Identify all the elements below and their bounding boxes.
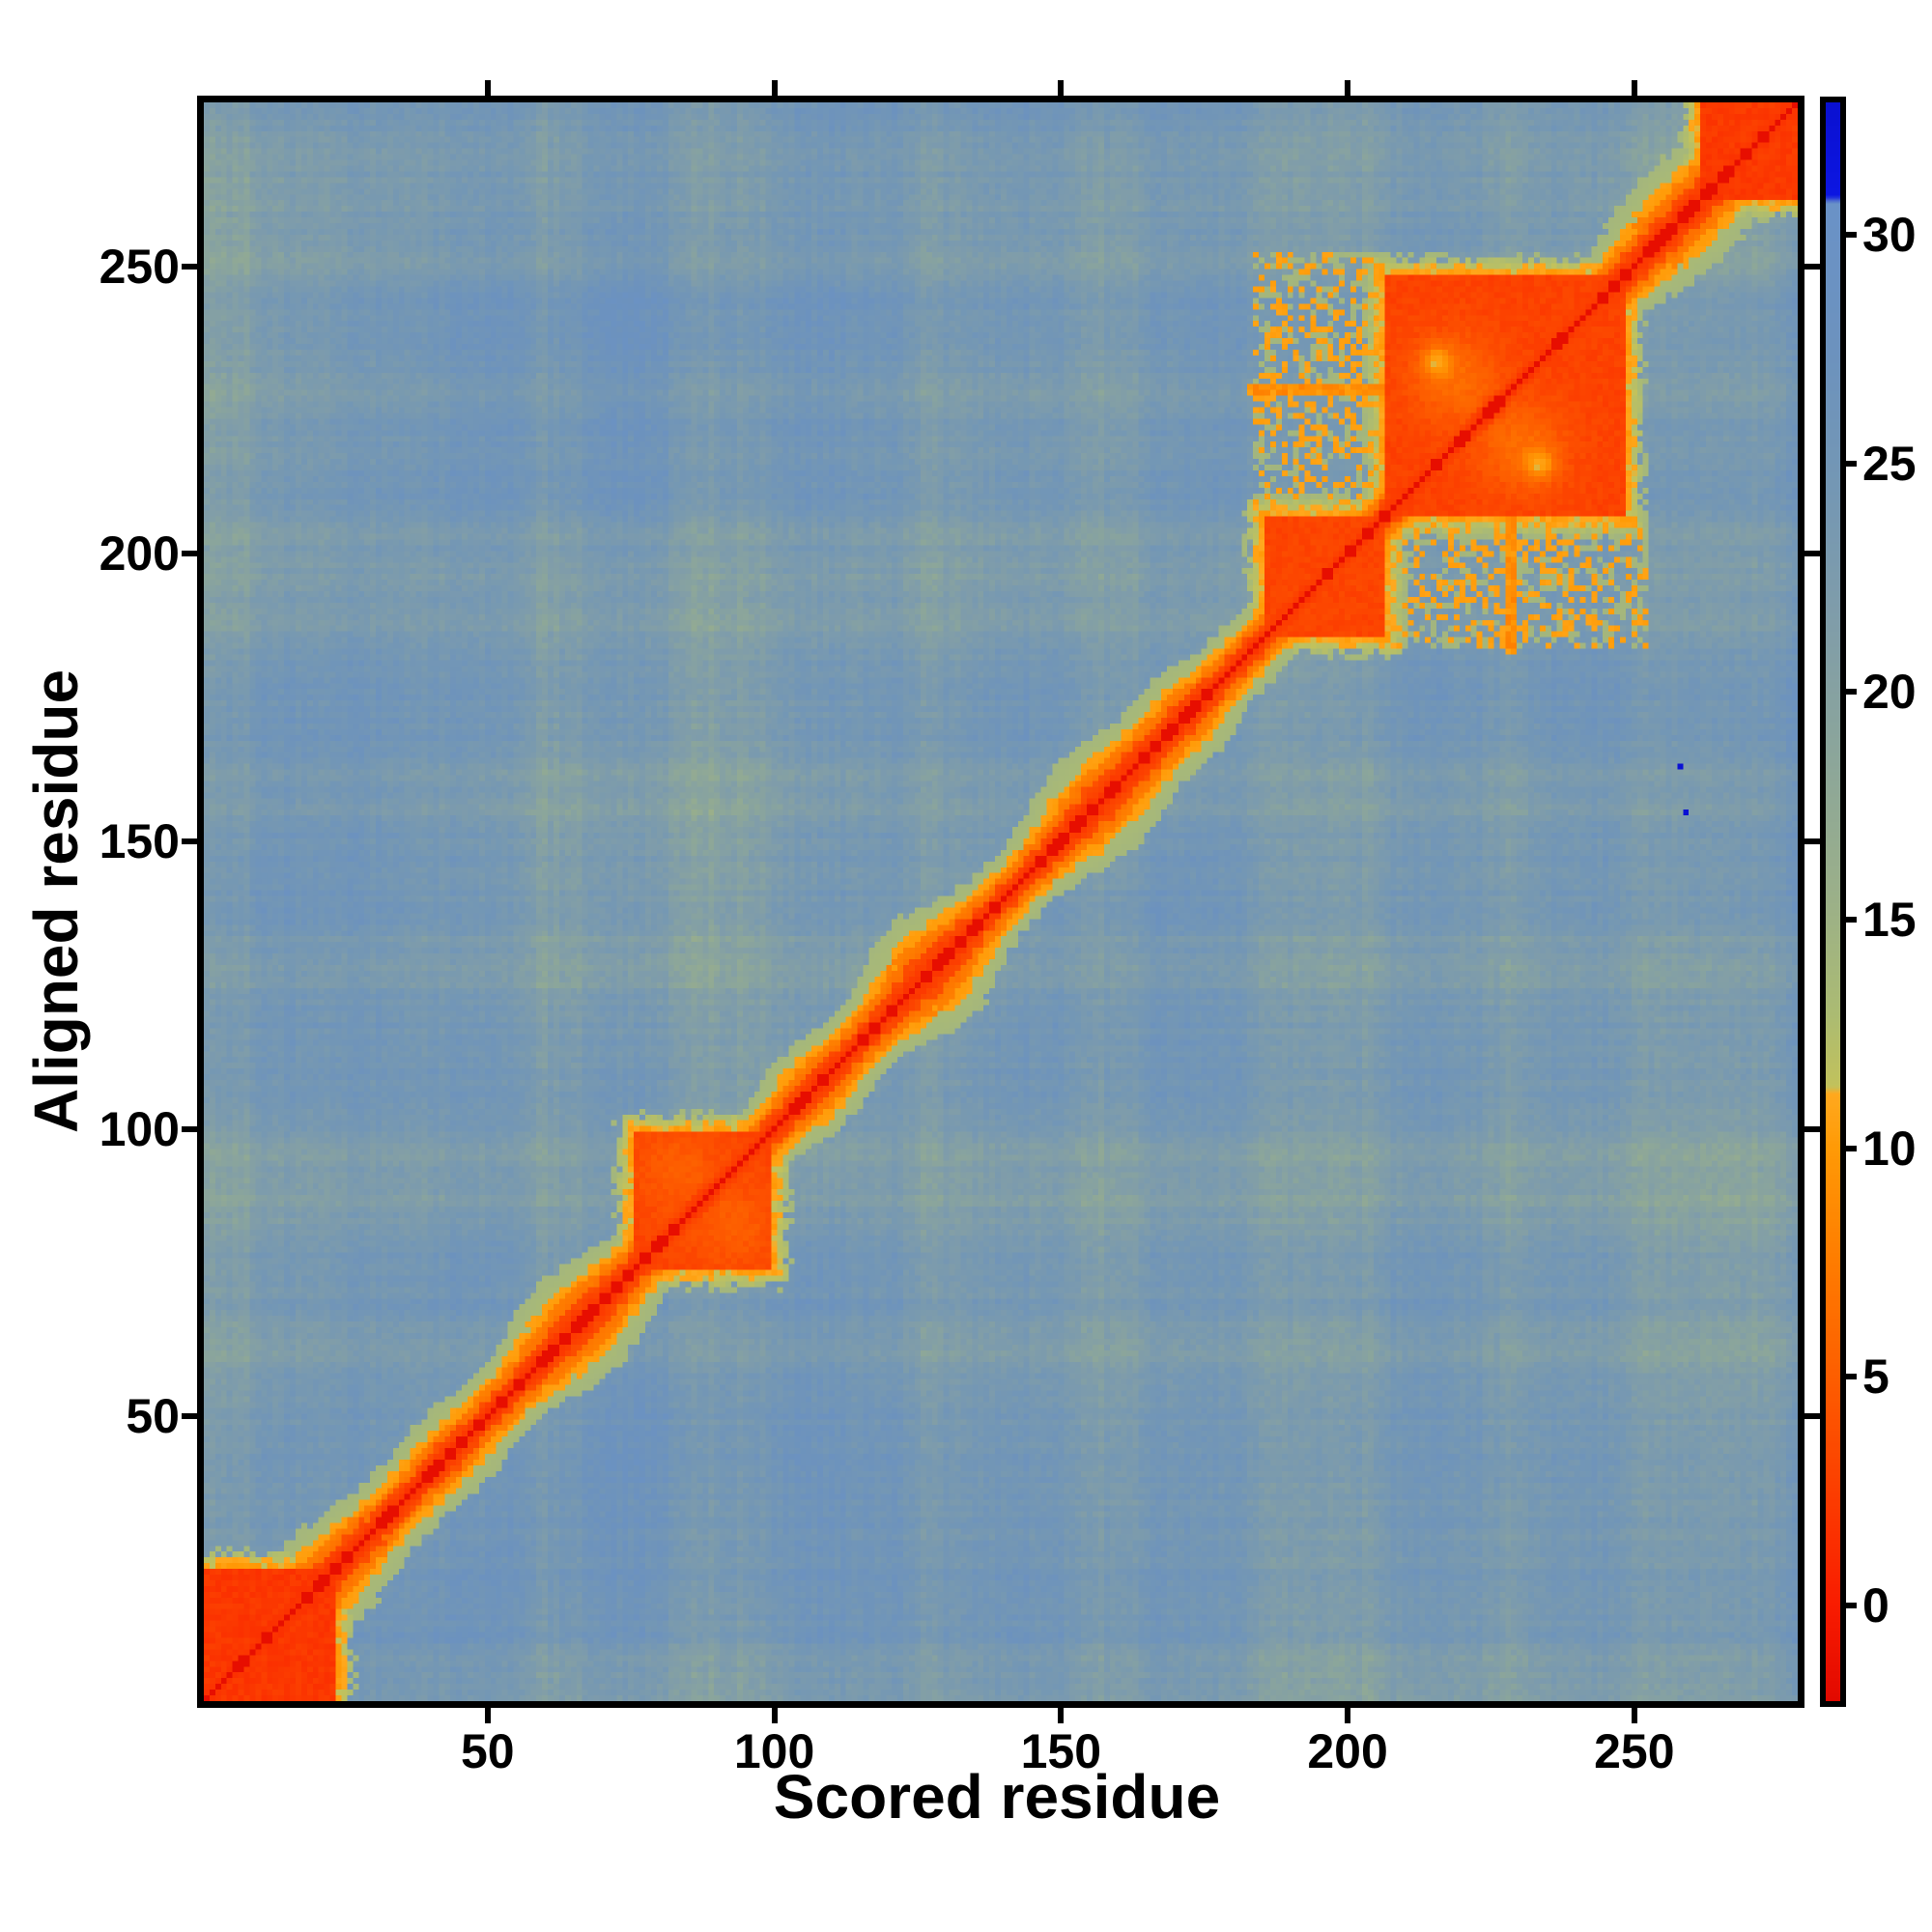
y-axis-tick-left bbox=[182, 1125, 197, 1132]
colorbar-tick bbox=[1846, 460, 1857, 467]
colorbar-tick-label: 0 bbox=[1862, 1577, 1889, 1633]
x-axis-tick-label: 150 bbox=[1020, 1724, 1102, 1778]
y-axis-tick-label: 50 bbox=[126, 1389, 180, 1444]
x-axis-tick-label: 100 bbox=[733, 1724, 815, 1778]
x-axis-tick-top bbox=[484, 80, 491, 96]
y-axis-tick-right bbox=[1804, 1125, 1820, 1132]
colorbar-tick bbox=[1846, 232, 1857, 239]
x-axis-tick-bottom bbox=[1631, 1708, 1637, 1723]
y-axis-tick-left bbox=[182, 838, 197, 844]
colorbar-tick-label: 25 bbox=[1862, 436, 1917, 491]
x-axis-tick-top bbox=[1058, 80, 1065, 96]
y-axis-tick-label: 200 bbox=[99, 526, 180, 582]
colorbar-tick bbox=[1846, 688, 1857, 695]
x-axis-tick-bottom bbox=[771, 1708, 778, 1723]
x-axis-tick-top bbox=[1345, 80, 1351, 96]
x-axis-tick-label: 200 bbox=[1307, 1724, 1388, 1778]
x-axis-tick-bottom bbox=[1345, 1708, 1351, 1723]
colorbar-tick bbox=[1846, 1374, 1857, 1380]
heatmap-canvas bbox=[204, 102, 1798, 1701]
y-axis-tick-right bbox=[1804, 551, 1820, 557]
colorbar-tick-label: 30 bbox=[1862, 208, 1917, 263]
heatmap-plot-frame bbox=[197, 96, 1804, 1708]
x-axis-tick-label: 250 bbox=[1594, 1724, 1675, 1778]
y-axis-tick-label: 100 bbox=[99, 1101, 180, 1156]
y-axis-tick-label: 250 bbox=[99, 239, 180, 294]
x-axis-title: Scored residue bbox=[773, 1762, 1221, 1832]
colorbar-tick bbox=[1846, 917, 1857, 923]
y-axis-tick-label: 150 bbox=[99, 813, 180, 868]
x-axis-tick-top bbox=[771, 80, 778, 96]
colorbar-gradient bbox=[1826, 102, 1840, 1701]
x-axis-tick-label: 50 bbox=[460, 1724, 515, 1778]
colorbar-tick-label: 20 bbox=[1862, 664, 1917, 719]
y-axis-tick-right bbox=[1804, 263, 1820, 270]
x-axis-tick-top bbox=[1631, 80, 1637, 96]
y-axis-tick-left bbox=[182, 263, 197, 270]
colorbar-frame bbox=[1820, 97, 1846, 1707]
x-axis-tick-bottom bbox=[1058, 1708, 1065, 1723]
y-axis-tick-right bbox=[1804, 1413, 1820, 1420]
colorbar-tick-label: 5 bbox=[1862, 1350, 1889, 1405]
colorbar-tick-label: 10 bbox=[1862, 1121, 1917, 1176]
y-axis-title: Aligned residue bbox=[21, 668, 91, 1134]
colorbar-tick bbox=[1846, 1145, 1857, 1151]
y-axis-tick-right bbox=[1804, 838, 1820, 844]
colorbar-tick bbox=[1846, 1602, 1857, 1608]
colorbar-tick-label: 15 bbox=[1862, 893, 1917, 948]
y-axis-tick-left bbox=[182, 1413, 197, 1420]
y-axis-tick-left bbox=[182, 551, 197, 557]
x-axis-tick-bottom bbox=[484, 1708, 491, 1723]
